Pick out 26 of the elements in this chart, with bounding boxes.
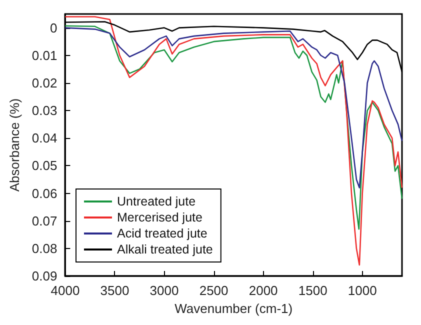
line-series [64, 25, 403, 230]
legend-label: Acid treated jute [117, 226, 208, 240]
y-tick-label: 0.02 [32, 75, 58, 90]
y-axis-title: Absorbance (%) [7, 98, 22, 192]
line-series [64, 16, 403, 266]
y-tick-label: 0.04 [32, 130, 58, 146]
x-tick-label: 3000 [150, 283, 179, 298]
y-tick-label: 0.07 [32, 213, 58, 228]
x-tick-label: 1000 [348, 283, 377, 298]
x-tick-label: 1500 [298, 283, 328, 298]
line-series [64, 27, 403, 188]
y-tick-label: 0.03 [32, 103, 58, 118]
x-axis-title: Wavenumber (cm-1) [174, 300, 293, 316]
y-tick-label: 0.01 [32, 48, 58, 63]
legend-label: Mercerised jute [117, 210, 202, 224]
x-tick-label: 3500 [100, 283, 130, 298]
y-tick-label: 0.06 [32, 186, 58, 201]
legend-label: Untreated jute [117, 194, 196, 208]
y-tick-label: 0 [50, 20, 58, 36]
x-tick-label: 4000 [50, 283, 80, 298]
x-tick-label: 2000 [248, 283, 278, 298]
y-tick-label: 0.08 [32, 240, 58, 256]
y-tick-label: 0.09 [32, 268, 58, 284]
x-tick-label: 2500 [199, 283, 228, 298]
y-tick-label: 0.05 [32, 158, 58, 174]
legend-label: Alkali treated jute [117, 242, 213, 256]
